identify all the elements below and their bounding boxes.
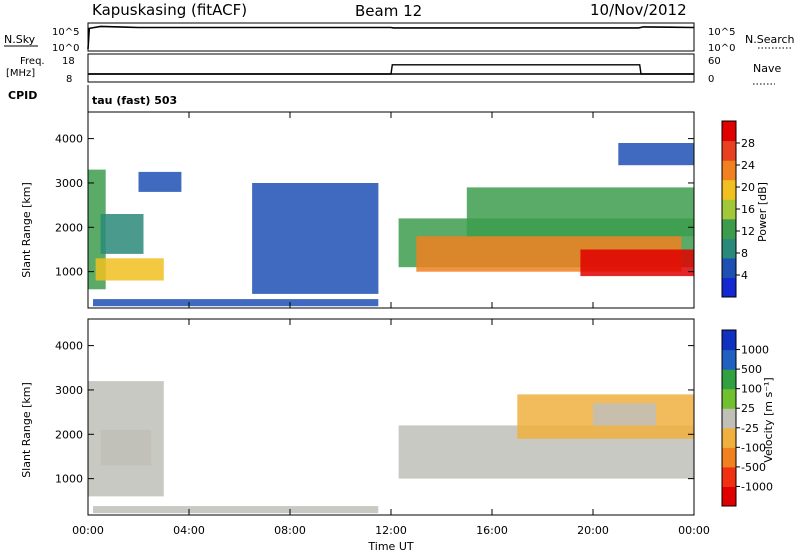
x-tick-label: 12:00 bbox=[375, 524, 407, 537]
colorbar-swatch bbox=[722, 486, 736, 507]
nsearch-tick-bottom: 10^0 bbox=[708, 43, 735, 54]
freq-label: Freq. bbox=[20, 56, 45, 67]
power-colorbar: 28 24 20 16 12 8 4 bbox=[721, 120, 755, 298]
power-region-8 bbox=[580, 249, 694, 277]
colorbar-swatch bbox=[722, 160, 736, 181]
power-colorbar-title: Power [dB] bbox=[756, 182, 769, 242]
y-tick-label: 1000 bbox=[55, 473, 83, 486]
power-y-axis: 1000 2000 3000 4000 bbox=[55, 133, 694, 279]
velocity-y-label: Slant Range [km] bbox=[20, 382, 33, 478]
colorbar-tick-label: -1000 bbox=[741, 480, 773, 493]
nave-tick-bottom: 0 bbox=[708, 74, 714, 85]
colorbar-tick-label: 500 bbox=[741, 363, 762, 376]
freq-tick-bottom: 8 bbox=[66, 74, 72, 85]
y-tick-label: 3000 bbox=[55, 384, 83, 397]
x-tick-label: 04:00 bbox=[173, 524, 205, 537]
power-heatmap bbox=[88, 143, 695, 307]
power-region-9 bbox=[466, 187, 695, 237]
colorbar-tick-label: 100 bbox=[741, 383, 762, 396]
x-tick-label: 08:00 bbox=[274, 524, 306, 537]
nave-label: Nave bbox=[753, 62, 781, 75]
colorbar-swatch bbox=[722, 388, 736, 409]
colorbar-swatch bbox=[722, 427, 736, 448]
colorbar-tick-label: -25 bbox=[741, 422, 759, 435]
velocity-region-5 bbox=[593, 403, 657, 426]
colorbar-swatch bbox=[722, 140, 736, 161]
velocity-region-2 bbox=[93, 506, 379, 514]
nave-tick-top: 60 bbox=[708, 56, 721, 67]
colorbar-swatch bbox=[722, 447, 736, 468]
colorbar-tick-label: 16 bbox=[741, 203, 755, 216]
colorbar-swatch bbox=[722, 238, 736, 259]
y-tick-label: 4000 bbox=[55, 133, 83, 146]
y-tick-label: 1000 bbox=[55, 266, 83, 279]
power-region-3 bbox=[138, 171, 182, 192]
y-tick-label: 4000 bbox=[55, 340, 83, 353]
power-region-4 bbox=[93, 299, 379, 307]
power-region-5 bbox=[252, 183, 379, 294]
freq-unit-label: [MHz] bbox=[6, 68, 35, 79]
nsky-tick-bottom: 10^0 bbox=[52, 43, 79, 54]
colorbar-swatch bbox=[722, 369, 736, 390]
cpid-value: tau (fast) 503 bbox=[92, 94, 177, 107]
colorbar-tick-label: 25 bbox=[741, 402, 755, 415]
power-y-label: Slant Range [km] bbox=[20, 182, 33, 278]
velocity-region-1 bbox=[100, 429, 152, 466]
nsearch-tick-top: 10^5 bbox=[708, 27, 735, 38]
y-tick-label: 3000 bbox=[55, 177, 83, 190]
power-region-2 bbox=[100, 214, 144, 254]
freq-tick-top: 18 bbox=[62, 56, 75, 67]
colorbar-swatch bbox=[722, 199, 736, 220]
colorbar-tick-label: -100 bbox=[741, 441, 766, 454]
colorbar-swatch bbox=[722, 349, 736, 370]
date-title: 10/Nov/2012 bbox=[590, 1, 687, 19]
power-region-10 bbox=[618, 143, 695, 166]
power-region-1 bbox=[95, 258, 164, 281]
colorbar-tick-label: 20 bbox=[741, 181, 755, 194]
x-tick-label: 00:00 bbox=[678, 524, 710, 537]
beam-title: Beam 12 bbox=[355, 2, 422, 20]
colorbar-tick-label: 28 bbox=[741, 137, 755, 150]
cpid-label: CPID bbox=[8, 89, 37, 102]
station-title: Kapuskasing (fitACF) bbox=[92, 1, 247, 19]
x-axis-label: Time UT bbox=[367, 540, 413, 553]
colorbar-swatch bbox=[722, 218, 736, 239]
colorbar-tick-label: -500 bbox=[741, 461, 766, 474]
colorbar-swatch bbox=[722, 466, 736, 487]
time-x-axis: 00:00 04:00 08:00 12:00 16:00 20:00 00:00 bbox=[72, 112, 710, 537]
nsearch-label: N.Search bbox=[745, 33, 795, 46]
nsky-label: N.Sky bbox=[4, 33, 36, 46]
colorbar-tick-label: 24 bbox=[741, 159, 755, 172]
colorbar-tick-label: 12 bbox=[741, 225, 755, 238]
colorbar-tick-label: 8 bbox=[741, 247, 748, 260]
nave-series-line bbox=[88, 64, 694, 75]
velocity-colorbar: 1000 500 100 25 -25 -100 -500 -1000 bbox=[721, 329, 773, 507]
colorbar-swatch bbox=[722, 330, 736, 351]
nsky-series-line bbox=[87, 25, 695, 50]
x-tick-label: 16:00 bbox=[476, 524, 508, 537]
colorbar-tick-label: 1000 bbox=[741, 344, 769, 357]
nsky-tick-top: 10^5 bbox=[52, 27, 79, 38]
colorbar-frame bbox=[721, 329, 737, 507]
colorbar-swatch bbox=[722, 121, 736, 142]
colorbar-swatch bbox=[722, 257, 736, 278]
velocity-heatmap bbox=[88, 381, 695, 514]
colorbar-swatch bbox=[722, 277, 736, 298]
y-tick-label: 2000 bbox=[55, 221, 83, 234]
y-tick-label: 2000 bbox=[55, 428, 83, 441]
x-tick-label: 00:00 bbox=[72, 524, 104, 537]
colorbar-swatch bbox=[722, 408, 736, 429]
x-tick-label: 20:00 bbox=[577, 524, 609, 537]
colorbar-swatch bbox=[722, 179, 736, 200]
velocity-colorbar-title: Velocity [m s⁻¹] bbox=[762, 377, 775, 462]
colorbar-tick-label: 4 bbox=[741, 269, 748, 282]
freq-panel-frame bbox=[87, 53, 695, 83]
velocity-y-axis: 1000 2000 3000 4000 bbox=[55, 340, 694, 486]
